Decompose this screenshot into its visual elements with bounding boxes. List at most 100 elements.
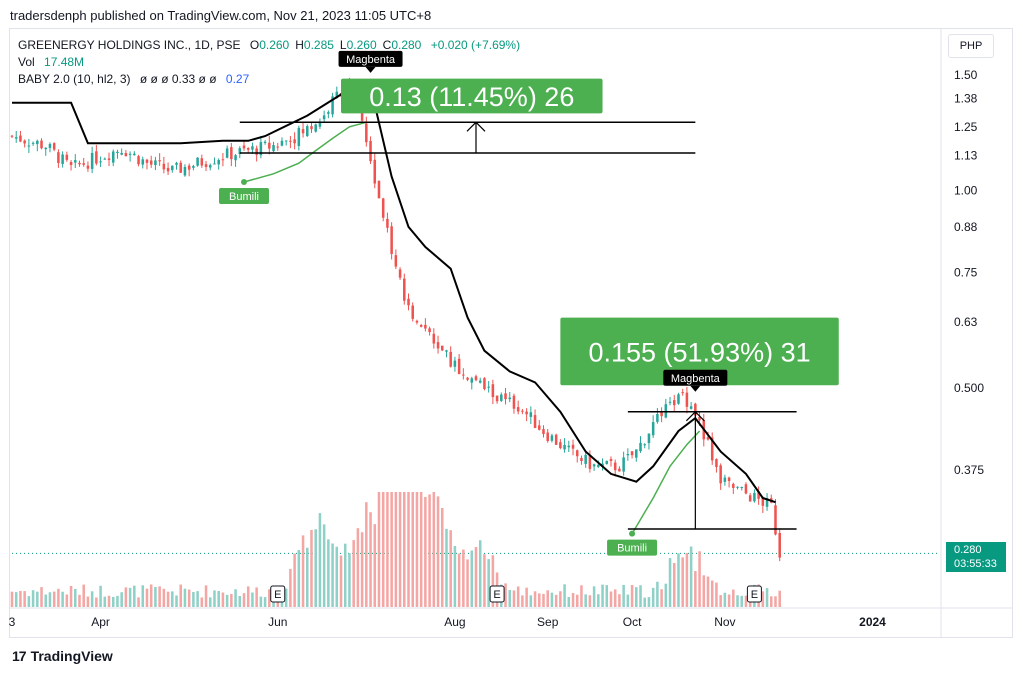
candle-body: [40, 140, 43, 149]
signal-dot: [241, 178, 247, 185]
volume-bar: [365, 502, 368, 607]
candle-body: [44, 147, 48, 150]
volume-bar: [255, 587, 258, 607]
candle-body: [432, 333, 436, 344]
volume-bar: [698, 551, 701, 607]
volume-bar: [19, 590, 22, 607]
volume-bar: [57, 588, 60, 607]
volume-bar: [559, 591, 562, 607]
volume-bar: [246, 586, 250, 607]
bar-countdown: 03:55:33: [954, 558, 997, 570]
candle-body: [415, 320, 419, 323]
candle-body: [192, 166, 195, 168]
candle-body: [428, 328, 431, 333]
volume-bar: [192, 592, 195, 607]
candle-body: [398, 269, 402, 278]
volume-bar: [668, 558, 672, 607]
volume-bar: [407, 492, 410, 607]
volume-bar: [356, 528, 360, 607]
symbol-title[interactable]: GREENERGY HOLDINGS INC., 1D, PSE: [18, 38, 241, 52]
volume-bar: [217, 591, 220, 607]
volume-bar: [394, 492, 398, 607]
volume-bar: [310, 529, 313, 607]
ohlc-values: O0.260 H0.285 L0.260 C0.280: [244, 38, 422, 52]
change-value: +0.020 (+7.69%): [430, 38, 521, 52]
candle-body: [668, 401, 672, 403]
signal-label-bg: [338, 50, 403, 67]
result-box-label: 0.155 (51.93%) 31: [588, 337, 810, 367]
signal-label-text: Bumili: [617, 543, 647, 555]
candle-body: [575, 450, 579, 457]
volume-bar: [343, 543, 347, 607]
indicator-values: ø ø ø 0.33 ø ø: [139, 72, 217, 86]
volume-bar: [27, 596, 31, 607]
volume-bar: [740, 595, 744, 607]
volume-bar: [86, 596, 90, 607]
candle-body: [546, 432, 549, 442]
volume-bar: [647, 597, 651, 607]
candle-body: [681, 392, 684, 394]
candle-body: [276, 146, 280, 148]
candle-body: [639, 442, 642, 452]
legend-indicator-row: BABY 2.0 (10, hl2, 3) ø ø ø 0.33 ø ø 0.2…: [18, 71, 520, 88]
candle-body: [116, 151, 119, 154]
volume-bar: [61, 591, 64, 607]
volume-bar: [601, 584, 604, 607]
volume-bar: [187, 589, 191, 607]
volume-bar: [14, 592, 18, 607]
candle-body: [748, 495, 752, 502]
volume-bar: [525, 587, 528, 607]
candle-body: [208, 165, 212, 168]
candle-body: [462, 374, 465, 376]
volume-bar: [149, 584, 153, 607]
candle-body: [672, 400, 676, 406]
volume-bar: [95, 597, 98, 607]
volume-bar: [82, 584, 85, 607]
candle-body: [592, 464, 596, 467]
volume-bar: [120, 592, 123, 607]
candle-body: [57, 152, 60, 163]
volume-bar: [69, 585, 73, 607]
volume-bar: [411, 492, 414, 607]
candle-body: [238, 148, 242, 154]
volume-bar: [360, 532, 364, 607]
ohlc-value-h: 0.285: [303, 38, 334, 52]
candle-body: [82, 163, 85, 165]
volume-bar: [584, 594, 587, 607]
candle-body: [310, 126, 313, 130]
y-tick-label: 0.88: [954, 220, 978, 234]
y-tick-label: 0.63: [954, 315, 978, 329]
volume-bar: [521, 595, 524, 607]
currency-button[interactable]: PHP: [948, 34, 994, 58]
volume-bar: [390, 492, 393, 607]
legend: GREENERGY HOLDINGS INC., 1D, PSE O0.260 H…: [18, 37, 520, 88]
volume-bar: [289, 568, 292, 607]
volume-bar: [238, 595, 242, 607]
volume-bar: [318, 513, 322, 607]
signal-label-bg: [663, 369, 728, 386]
volume-bar: [48, 592, 52, 607]
volume-bar: [542, 593, 545, 607]
volume-bar: [259, 596, 263, 607]
volume-bar: [242, 593, 246, 607]
volume-bar: [466, 559, 469, 607]
candle-body: [424, 324, 427, 329]
candle-body: [538, 425, 541, 430]
signal-label-text: Bumili: [229, 191, 259, 203]
volume-bar: [116, 595, 119, 607]
volume-label[interactable]: Vol: [18, 55, 35, 69]
volume-bar: [702, 575, 706, 607]
candle-body: [23, 140, 26, 144]
volume-bar: [166, 591, 170, 607]
candle-body: [609, 459, 613, 462]
candle-body: [732, 483, 735, 488]
footer-brand[interactable]: 17 TradingView: [12, 648, 113, 664]
indicator-label[interactable]: BABY 2.0 (10, hl2, 3): [18, 72, 131, 86]
candle-body: [487, 386, 490, 388]
candle-body: [689, 406, 693, 409]
trailing-stop-green-1: [243, 121, 367, 183]
candle-body: [613, 462, 617, 471]
candle-body: [584, 454, 587, 464]
candle-body: [597, 464, 600, 467]
